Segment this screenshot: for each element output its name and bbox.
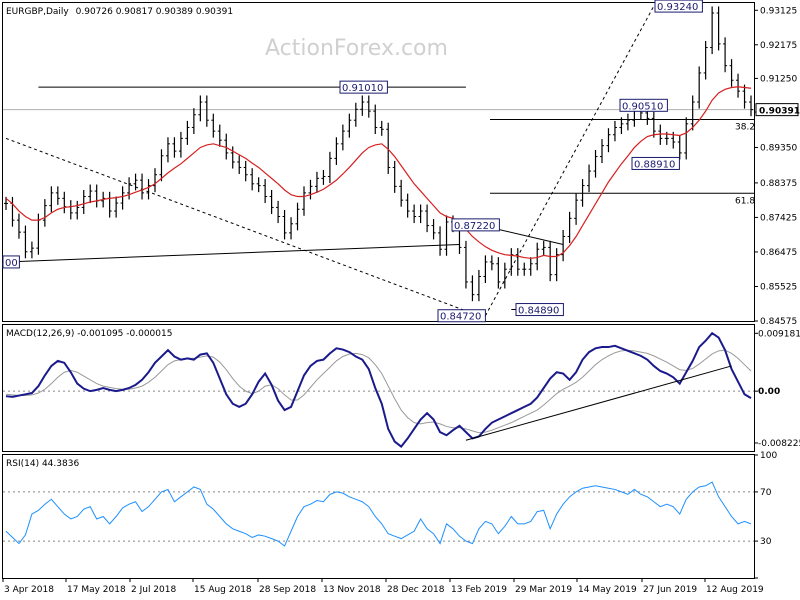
price-tick-label-6: 0.87425 (760, 213, 797, 223)
watermark: ActionForex.com (265, 36, 448, 61)
x-tick-label-1: 17 May 2018 (67, 585, 126, 595)
macd-main-line (5, 331, 752, 448)
trend-line-2 (5, 137, 480, 317)
price-title: EURGBP,Daily 0.90726 0.90817 0.90389 0.9… (6, 7, 233, 17)
trend-line-3 (484, 5, 655, 316)
rsi-axis: 100 70 30 (754, 451, 777, 579)
price-tag-label-5: 0.84890 (518, 306, 559, 317)
macd-title: MACD(12,26,9) -0.001095 -0.000015 (6, 329, 172, 339)
price-tick-label-4: 0.89350 (760, 143, 797, 153)
price-tag-label-7: 00 (5, 258, 18, 269)
macd-panel-frame (2, 324, 755, 452)
macd-tick-label-1: 0.00 (758, 387, 780, 397)
rsi-panel-frame (2, 454, 755, 579)
price-tag-label-2: 0.90510 (622, 101, 663, 112)
macd-tick-label-0: 0.009181 (758, 329, 800, 339)
macd-axis: 0.009181 0.00 -0.008225 (754, 329, 800, 449)
rsi-tick-label-2: 30 (760, 537, 772, 547)
symbol-label: EURGBP,Daily (6, 7, 69, 17)
ohlc-label: 0.90726 0.90817 0.90389 0.90391 (76, 7, 233, 17)
moving-average-line (5, 86, 752, 259)
current-price-label: 0.90391 (759, 107, 800, 117)
price-tag-label-6: 0.84720 (440, 312, 481, 323)
price-tick-label-5: 0.88375 (760, 179, 797, 189)
price-tag-label-4: 0.87220 (454, 221, 495, 232)
trend-line-1 (5, 243, 460, 263)
macd-trend-line (465, 365, 732, 441)
price-tick-label-9: 0.84575 (760, 317, 797, 327)
price-tags: 0.93240 0.91010 0.90510 0.88910 0.87220 0.848… (2, 0, 703, 323)
price-panel-frame (2, 2, 755, 322)
rsi-layer (3, 481, 754, 547)
x-tick-label-2: 2 Jul 2018 (131, 585, 176, 595)
price-tag-box-0 (654, 0, 703, 13)
price-tick-label-0: 0.93125 (760, 6, 797, 16)
price-tag-label-1: 0.91010 (342, 83, 383, 94)
rsi-tick-label-0: 100 (760, 451, 777, 461)
price-tick-label-7: 0.86475 (760, 248, 797, 258)
price-tag-box-7 (2, 255, 20, 269)
x-tick-label-7: 13 Feb 2019 (451, 585, 507, 595)
price-tick-label-2: 0.91250 (760, 74, 797, 84)
price-tick-label-8: 0.85525 (760, 282, 797, 292)
price-tag-box-1 (339, 80, 388, 94)
price-tag-box-3 (631, 156, 680, 170)
rsi-tick-label-1: 70 (760, 488, 772, 498)
price-axis: 0.931250.921750.912500.903250.893500.883… (754, 6, 800, 327)
price-tag-box-6 (437, 309, 486, 323)
x-tick-label-3: 15 Aug 2018 (194, 585, 252, 595)
x-tick-label-5: 13 Nov 2018 (323, 585, 381, 595)
x-tick-label-10: 27 Jun 2019 (643, 585, 697, 595)
rsi-line (5, 481, 752, 547)
price-tag-box-4 (451, 218, 500, 232)
price-tick-label-1: 0.92175 (760, 41, 797, 51)
price-tag-label-0: 0.93240 (657, 2, 698, 13)
x-tick-label-6: 28 Dec 2018 (387, 585, 445, 595)
x-tick-label-8: 29 Mar 2019 (515, 585, 572, 595)
price-lines (5, 86, 752, 259)
current-price-box (755, 103, 799, 117)
fib-label-1: 61.8 (735, 196, 755, 206)
macd-layer (3, 331, 754, 448)
price-tag-box-2 (619, 98, 668, 112)
macd-tick-label-2: -0.008225 (758, 439, 800, 449)
fib-label-0: 38.2 (735, 122, 755, 132)
price-tag-label-3: 0.88910 (634, 159, 675, 170)
rsi-title: RSI(14) 44.3836 (6, 459, 79, 469)
x-tick-label-0: 3 Apr 2018 (4, 585, 54, 595)
price-tag-box-5 (515, 303, 564, 317)
x-tick-label-9: 14 May 2019 (578, 585, 637, 595)
x-tick-label-11: 12 Aug 2019 (706, 585, 764, 595)
x-tick-label-4: 28 Sep 2018 (259, 585, 316, 595)
price-bars (4, 6, 753, 302)
x-axis: 3 Apr 2018 17 May 2018 2 Jul 2018 15 Aug 20… (2, 578, 764, 595)
